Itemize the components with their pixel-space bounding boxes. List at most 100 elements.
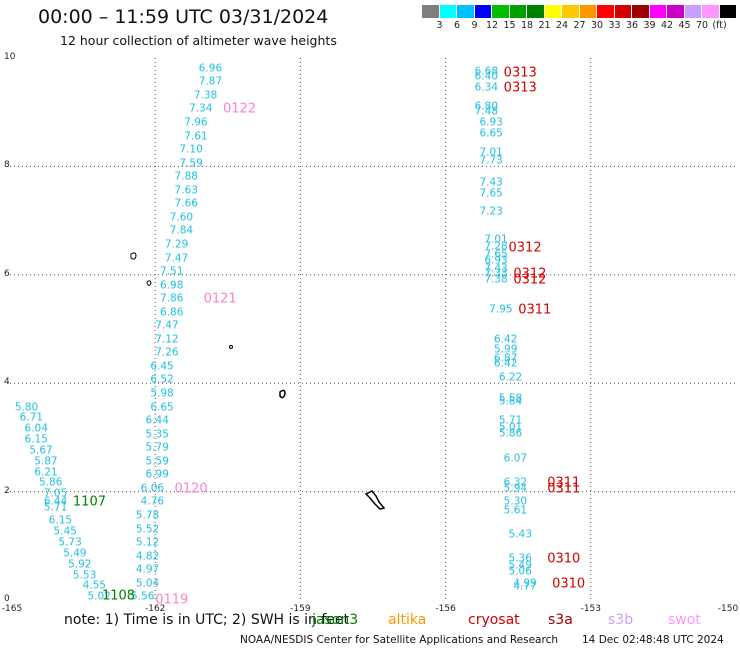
- wave-height-value: 5.02: [87, 590, 111, 603]
- pass-date-label: 0311: [547, 481, 581, 497]
- wave-height-value: 6.65: [150, 401, 174, 414]
- pass-date-label: 0312: [513, 272, 547, 288]
- wave-height-value: 5.79: [145, 441, 169, 454]
- legend-tick-label: 15: [503, 20, 516, 31]
- wave-height-value: 7.63: [174, 184, 198, 197]
- wave-height-value: 6.99: [145, 468, 169, 481]
- wave-height-value: 7.96: [184, 116, 208, 129]
- wave-height-value: 5.87: [34, 455, 58, 468]
- wave-height-value: 5.49: [63, 547, 87, 560]
- wave-height-value: 6.42: [494, 333, 518, 346]
- pass-date-label: 0122: [222, 101, 257, 117]
- wave-height-value: 4.97: [135, 563, 160, 576]
- wave-height-value: 4.99: [513, 577, 537, 590]
- wave-height-value: 7.47: [155, 319, 179, 332]
- wave-height-value: 6.98: [160, 279, 184, 292]
- wave-height-value: 6.86: [160, 306, 184, 319]
- wave-height-value: 6.87: [494, 352, 518, 365]
- wave-height-value: 5.59: [145, 455, 169, 468]
- wave-height-value: 5.36: [508, 552, 532, 565]
- island-outline: [130, 252, 137, 260]
- wave-height-value: 7.12: [155, 333, 179, 346]
- wave-height-value: 7.43: [479, 176, 503, 189]
- island-outline: [146, 280, 152, 286]
- wave-height-value: 5.78: [135, 509, 160, 522]
- legend-tick-label: 12: [485, 20, 499, 31]
- wave-height-value: 7.51: [160, 265, 184, 278]
- legend-tick-label: 18: [520, 20, 534, 31]
- pass-date-label: 1107: [72, 494, 106, 510]
- graticule: [10, 58, 736, 600]
- wave-height-value: 7.61: [184, 130, 208, 143]
- x-tick-label: -153: [580, 604, 602, 614]
- pass-date-label: 0120: [174, 481, 208, 497]
- y-tick-label: 0: [4, 594, 10, 604]
- map-plot-area: [10, 58, 736, 600]
- wave-height-value: 5.30: [503, 495, 528, 508]
- wave-height-value: 4.77: [513, 580, 537, 593]
- wave-height-value: 6.52: [150, 373, 174, 386]
- wave-height-value: 7.05: [43, 487, 68, 500]
- legend-tick-label: 21: [538, 20, 551, 31]
- wave-height-value: 7.10: [179, 143, 203, 156]
- pass-date-label: 0119: [155, 592, 189, 608]
- legend-swatch: [509, 5, 527, 18]
- wave-height-value: 6.44: [43, 495, 68, 508]
- wave-height-value: 6.21: [34, 466, 58, 479]
- wave-height-value: 6.40: [474, 70, 499, 83]
- island-outline: [279, 389, 286, 399]
- wave-height-value: 6.32: [503, 476, 528, 489]
- wave-height-value: 5.49: [508, 559, 532, 572]
- pass-date-label: 0121: [203, 291, 237, 307]
- wave-height-value: 7.86: [160, 292, 184, 305]
- legend-swatch: [684, 5, 702, 18]
- legend-tick-label: 27: [573, 20, 586, 31]
- legend-tick-label: 30: [590, 20, 604, 31]
- legend-swatch: [492, 5, 510, 18]
- wave-height-value: 6.93: [484, 254, 508, 267]
- wave-height-value: 7.65: [484, 248, 508, 261]
- wave-height-value: 7.29: [164, 238, 189, 251]
- legend-tick-label: 9: [471, 20, 478, 31]
- wave-height-value: 6.22: [498, 371, 523, 384]
- wave-height-value: 6.06: [140, 482, 165, 495]
- credit-text: NOAA/NESDIS Center for Satellite Applica…: [240, 634, 558, 646]
- wave-height-value: 6.42: [494, 357, 518, 370]
- pass-date-label: 0313: [503, 65, 537, 81]
- wave-height-value: 6.04: [24, 422, 48, 435]
- wave-height-value: 7.26: [155, 346, 179, 359]
- wave-height-value: 5.92: [68, 558, 92, 571]
- y-tick-label: 8: [4, 160, 10, 171]
- wave-height-value: 6.80: [474, 100, 499, 113]
- color-scale-ticks: 3 6 9 12 15 18 21 24 27 30 33 36 39 42 45 70 (ft): [422, 20, 740, 34]
- x-tick-label: -159: [290, 604, 311, 614]
- wave-height-value: 6.45: [150, 360, 174, 373]
- wave-height-value: 5.35: [145, 428, 169, 441]
- y-tick-label: 4: [4, 377, 10, 388]
- y-tick-label: 10: [4, 52, 16, 62]
- wave-height-value: 7.38: [484, 273, 508, 286]
- mission-label: altika: [388, 612, 427, 628]
- color-scale-legend: [422, 5, 737, 18]
- island-outline: [229, 345, 233, 349]
- wave-height-value: 7.47: [164, 252, 189, 265]
- legend-tick-label: (ft): [712, 20, 727, 31]
- wave-height-value: 7.28: [484, 240, 508, 253]
- legend-tick-label: 70: [695, 20, 709, 31]
- wave-height-value: 5.86: [39, 476, 63, 489]
- wave-height-value: 4.76: [140, 495, 165, 508]
- wave-height-value: 7.65: [479, 187, 503, 199]
- legend-tick-label: 33: [608, 20, 621, 31]
- islands: [130, 252, 386, 510]
- legend-swatch: [667, 5, 685, 18]
- wave-height-value: 5.43: [508, 528, 532, 541]
- legend-tick-label: 42: [660, 20, 674, 31]
- x-tick-label: -150: [717, 604, 739, 614]
- wave-height-value: 7.34: [189, 102, 213, 115]
- pass-date-label: 1108: [101, 588, 136, 604]
- generated-timestamp: 14 Dec 02:48:48 UTC 2024: [582, 634, 724, 646]
- wave-height-value: 4.55: [82, 579, 106, 592]
- wave-height-value: 7.23: [479, 205, 503, 218]
- wave-height-value: 4.82: [135, 550, 160, 563]
- pass-date-label: 0311: [547, 475, 581, 491]
